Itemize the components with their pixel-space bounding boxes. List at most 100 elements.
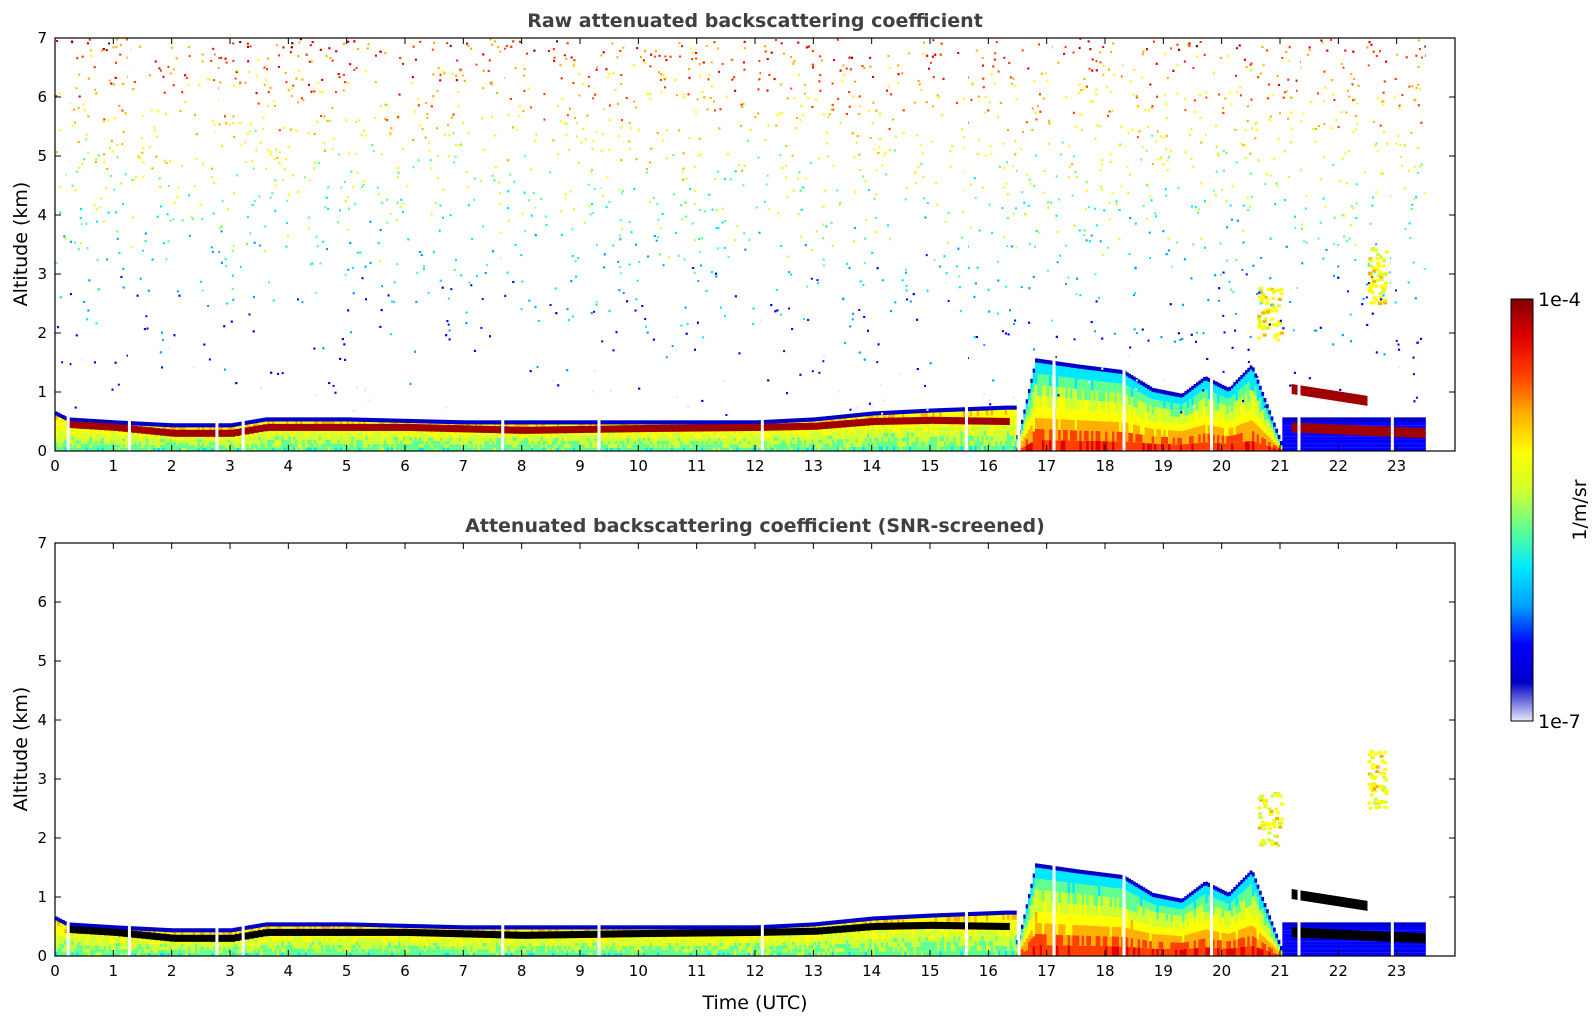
heat-cell [1189, 421, 1192, 429]
heat-cell [1007, 445, 1010, 451]
heat-cell [839, 430, 842, 435]
heat-cell [1340, 421, 1344, 426]
heat-cell [559, 444, 562, 448]
heat-cell [925, 436, 929, 442]
heat-cell [904, 432, 908, 438]
heat-cell [1056, 418, 1059, 430]
heat-cell [736, 437, 740, 442]
heat-cell [1238, 424, 1241, 434]
heat-cell [909, 437, 912, 442]
heat-cell [1275, 432, 1279, 436]
heat-cell [1170, 402, 1174, 410]
heat-cell [1191, 412, 1195, 421]
heat-cell [1233, 410, 1237, 419]
heat-cell [1270, 420, 1274, 425]
heat-cell [237, 426, 240, 430]
heat-cell [1205, 398, 1209, 408]
heat-cell [867, 446, 870, 451]
layer-edge [209, 423, 212, 428]
heat-cell [1095, 370, 1099, 381]
heat-cell [626, 431, 630, 435]
heat-cell [605, 444, 609, 448]
heat-cell [925, 446, 929, 451]
heat-cell [1179, 444, 1183, 451]
layer-edge [1165, 390, 1169, 395]
heat-cell [239, 441, 243, 445]
heat-cell [181, 427, 184, 431]
heat-cell [932, 412, 936, 418]
heat-cell [871, 415, 875, 421]
heat-cell [962, 436, 966, 442]
heat-cell [1088, 430, 1092, 441]
heat-cell [1333, 421, 1337, 426]
heat-cell [927, 422, 931, 428]
heat-cell [745, 434, 749, 438]
heat-cell [582, 447, 586, 451]
heat-cell [300, 439, 303, 444]
heat-cell [1193, 411, 1197, 420]
heat-cell [869, 429, 873, 434]
layer-edge [1247, 367, 1251, 372]
heat-cell [283, 439, 287, 444]
heat-cell [1128, 377, 1132, 387]
heat-cell [675, 441, 679, 445]
heat-cell [549, 447, 553, 451]
heat-cell [351, 421, 355, 426]
heat-cell [1175, 430, 1178, 438]
heat-cell [85, 433, 89, 437]
layer-edge [162, 422, 166, 427]
heat-cell [468, 434, 471, 438]
heat-cell [1086, 390, 1090, 401]
heat-cell [1189, 406, 1192, 414]
heat-cell [76, 443, 79, 448]
heat-cell [603, 437, 607, 442]
heat-cell [405, 433, 408, 437]
heat-cell [90, 433, 93, 437]
heat-cell [234, 438, 238, 442]
heat-cell [1312, 443, 1316, 448]
heat-cell [1039, 418, 1043, 430]
heat-cell [1196, 402, 1199, 411]
heat-cell [1186, 422, 1190, 430]
heat-cell [692, 434, 695, 438]
layer-edge [1035, 358, 1038, 363]
heat-cell [1282, 425, 1286, 429]
heat-cell [920, 436, 924, 442]
heat-cell [430, 437, 434, 441]
heat-cell [855, 429, 859, 435]
heat-cell [720, 444, 723, 448]
heat-cell [440, 437, 443, 441]
layer-edge [556, 420, 560, 425]
heat-cell [958, 446, 961, 451]
heat-cell [647, 434, 651, 438]
heat-cell [1009, 430, 1013, 436]
heat-cell [253, 440, 257, 445]
heat-cell [741, 444, 744, 448]
heat-cell [682, 444, 686, 448]
layer-edge [328, 417, 331, 422]
heat-cell [1028, 414, 1031, 423]
heat-cell [785, 433, 789, 437]
heat-cell [444, 444, 448, 448]
heat-cell [1336, 421, 1339, 426]
layer-edge [143, 421, 147, 426]
heat-cell [365, 440, 369, 444]
heat-cell [867, 416, 870, 421]
heat-cell [1175, 403, 1178, 411]
heat-cell [407, 440, 411, 445]
layer-edge [958, 407, 961, 412]
layer-edge [769, 419, 772, 424]
heat-cell [591, 437, 595, 442]
heat-cell [1007, 409, 1010, 415]
layer-edge [1128, 373, 1132, 378]
heat-cell [1275, 437, 1279, 440]
heat-cell [204, 436, 208, 440]
heat-cell [636, 444, 639, 448]
heat-cell [274, 436, 278, 440]
heat-cell [743, 437, 747, 442]
heat-cell [272, 447, 275, 451]
heat-cell [269, 432, 273, 437]
heat-cell [1177, 424, 1181, 431]
heat-cell [1310, 436, 1314, 440]
heat-cell [265, 436, 268, 440]
